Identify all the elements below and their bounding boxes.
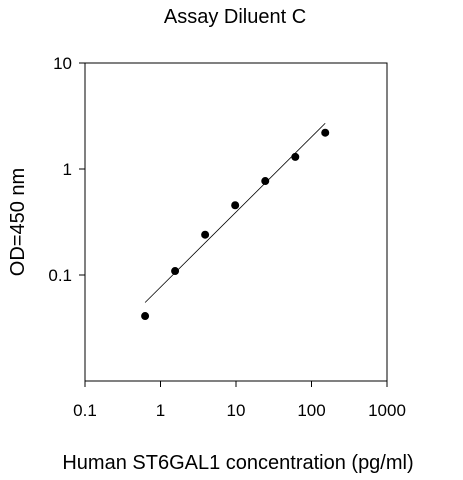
data-point [231, 201, 240, 210]
y-tick-label: 10 [53, 54, 72, 73]
x-tick-label: 1 [156, 401, 165, 420]
x-ticks [84, 381, 388, 387]
data-point [321, 128, 330, 137]
y-ticks [79, 62, 85, 276]
data-point [261, 177, 270, 186]
x-axis-label: Human ST6GAL1 concentration (pg/ml) [62, 452, 413, 474]
y-tick-label: 1 [63, 160, 72, 179]
y-tick-label: 0.1 [48, 266, 72, 285]
data-point [141, 312, 150, 321]
fit-line-layer [144, 122, 326, 303]
points-layer [141, 128, 330, 321]
fit-line [144, 122, 326, 303]
data-point [171, 267, 180, 276]
x-tick-label: 0.1 [73, 401, 97, 420]
chart-title: Assay Diluent C [164, 6, 306, 28]
y-axis-label: OD=450 nm [7, 168, 29, 276]
x-tick-label: 1000 [368, 401, 406, 420]
plot-frame [84, 62, 388, 382]
data-point [291, 152, 300, 161]
x-tick-label: 100 [297, 401, 325, 420]
x-tick-label: 10 [227, 401, 246, 420]
y-tick-labels: 0.1 1 10 [48, 54, 72, 285]
x-tick-labels: 0.1 1 10 100 1000 [73, 401, 406, 420]
data-point [201, 230, 210, 239]
